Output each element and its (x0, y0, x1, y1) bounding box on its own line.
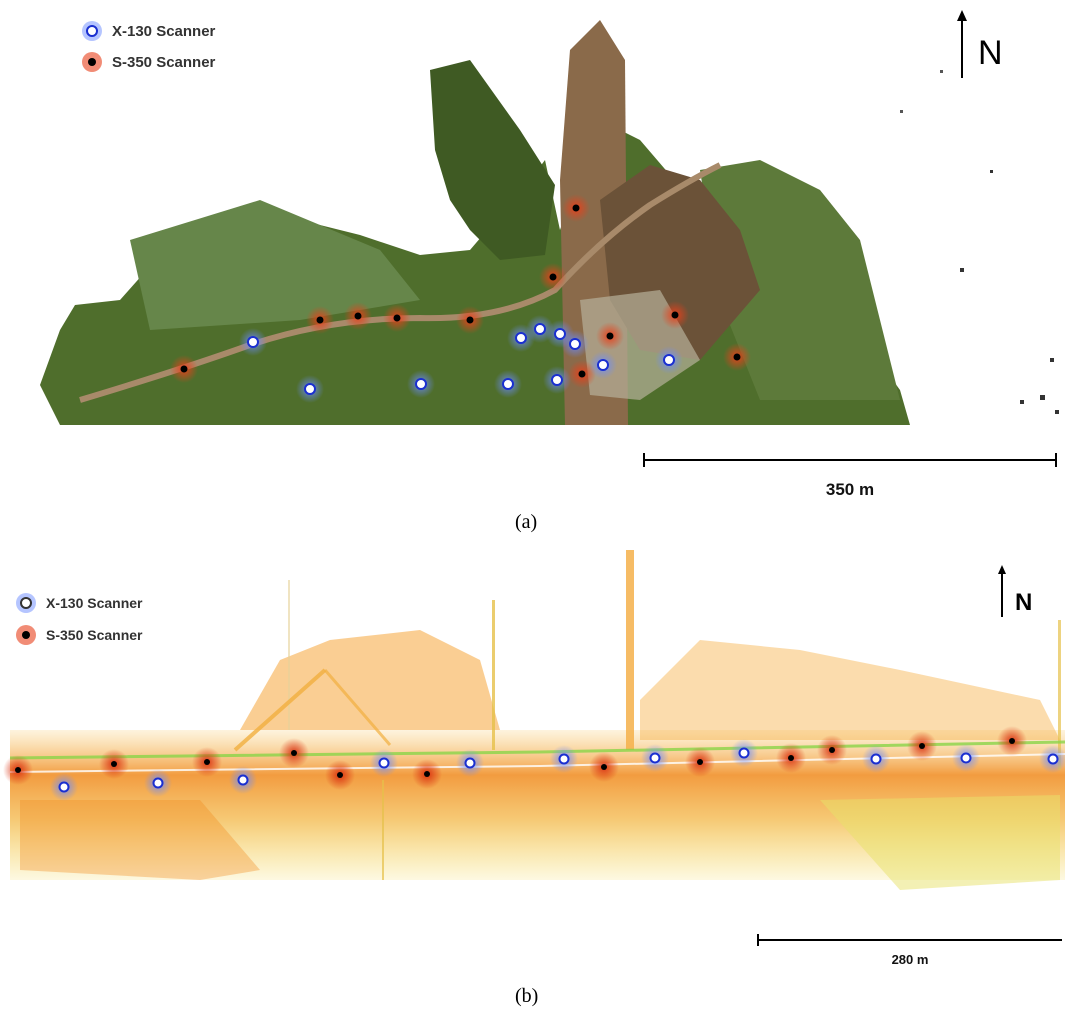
legend-label-s350: S-350 Scanner (46, 627, 143, 643)
s350-scanner-marker (776, 743, 806, 773)
x130-scanner-marker (229, 766, 257, 794)
road (79, 162, 722, 403)
s350-scanner-marker (685, 747, 715, 777)
x130-scanner-locations (50, 739, 1065, 801)
north-arrow-icon (998, 565, 1006, 617)
north-arrow: N (995, 565, 1055, 620)
x130-scanner-marker (296, 375, 324, 403)
terrain-vegetation-east (700, 160, 900, 400)
terrain-point-cloud-map (40, 20, 1059, 425)
panel-b: X-130 Scanner S-350 Scanner N 280 m (0, 540, 1065, 970)
x130-scanner-marker (641, 744, 669, 772)
x130-scanner-marker (730, 739, 758, 767)
legend-item-x130: X-130 Scanner (78, 20, 215, 42)
s350-scanner-marker (383, 304, 411, 332)
legend-label-x130: X-130 Scanner (112, 22, 216, 40)
s350-scanner-marker (412, 759, 442, 789)
point-cloud-south (20, 800, 260, 880)
legend: X-130 Scanner S-350 Scanner (12, 592, 143, 655)
s350-scanner-locations (3, 726, 1027, 790)
north-label: N (978, 34, 1003, 72)
legend-item-s350: S-350 Scanner (78, 51, 215, 73)
s350-scanner-marker (456, 306, 484, 334)
road-trace (9, 740, 1065, 760)
x130-scanner-marker (952, 744, 980, 772)
s350-scanner-marker (817, 735, 847, 765)
s350-scanner-marker (907, 731, 937, 761)
s350-scanner-marker (661, 301, 689, 329)
s350-scanner-marker (344, 302, 372, 330)
scale-label: 280 m (891, 952, 929, 967)
x130-marker-icon (12, 592, 40, 614)
x130-scanner-marker (862, 745, 890, 773)
panel-a: X-130 Scanner S-350 Scanner N 350 m (0, 0, 1065, 500)
point-cloud-north-east (640, 640, 1060, 740)
x130-scanner-marker (50, 773, 78, 801)
s350-marker-icon (12, 624, 40, 646)
s350-scanner-locations (170, 194, 751, 388)
terrain-vegetation-far-west (130, 200, 420, 330)
x130-scanner-marker (550, 745, 578, 773)
s350-scanner-marker (192, 747, 222, 777)
legend-item-x130: X-130 Scanner (12, 592, 143, 614)
s350-scanner-marker (997, 726, 1027, 756)
x130-scanner-marker (655, 346, 683, 374)
scale-label: 350 m (825, 480, 875, 499)
x130-scanner-locations (239, 315, 683, 403)
s350-scanner-marker (596, 322, 624, 350)
x130-scanner-marker (144, 769, 172, 797)
legend-label-s350: S-350 Scanner (112, 53, 216, 71)
s350-scanner-marker (170, 355, 198, 383)
intensity-point-cloud-map (3, 550, 1065, 890)
scale-bar (757, 934, 1062, 946)
s350-scanner-marker (3, 755, 33, 785)
legend-item-s350: S-350 Scanner (12, 624, 143, 646)
point-cloud-north-cluster (240, 630, 500, 730)
s350-scanner-marker (568, 360, 596, 388)
s350-scanner-marker (99, 749, 129, 779)
x130-scanner-marker (561, 330, 589, 358)
x130-scanner-marker (407, 370, 435, 398)
north-arrow: N (952, 10, 1012, 80)
caption-a: (a) (515, 511, 538, 533)
s350-scanner-marker (589, 752, 619, 782)
s350-scanner-marker (539, 263, 567, 291)
s350-marker-icon (78, 51, 106, 73)
x130-scanner-marker (543, 366, 571, 394)
s350-scanner-marker (279, 738, 309, 768)
north-arrow-icon (957, 10, 967, 78)
x130-scanner-marker (456, 749, 484, 777)
caption-b: (b) (515, 985, 539, 1007)
s350-scanner-marker (306, 306, 334, 334)
legend-label-x130: X-130 Scanner (46, 595, 143, 611)
s350-scanner-marker (723, 343, 751, 371)
s350-scanner-marker (325, 760, 355, 790)
x130-scanner-marker (239, 328, 267, 356)
x130-marker-icon (78, 20, 106, 42)
north-label: N (1015, 589, 1033, 616)
scale-bar (643, 453, 1057, 467)
legend: X-130 Scanner S-350 Scanner (78, 20, 215, 82)
x130-scanner-marker (1039, 745, 1065, 773)
x130-scanner-marker (494, 370, 522, 398)
x130-scanner-marker (589, 351, 617, 379)
s350-scanner-marker (562, 194, 590, 222)
x130-scanner-marker (370, 749, 398, 777)
terrain-vegetation-north (430, 60, 555, 260)
